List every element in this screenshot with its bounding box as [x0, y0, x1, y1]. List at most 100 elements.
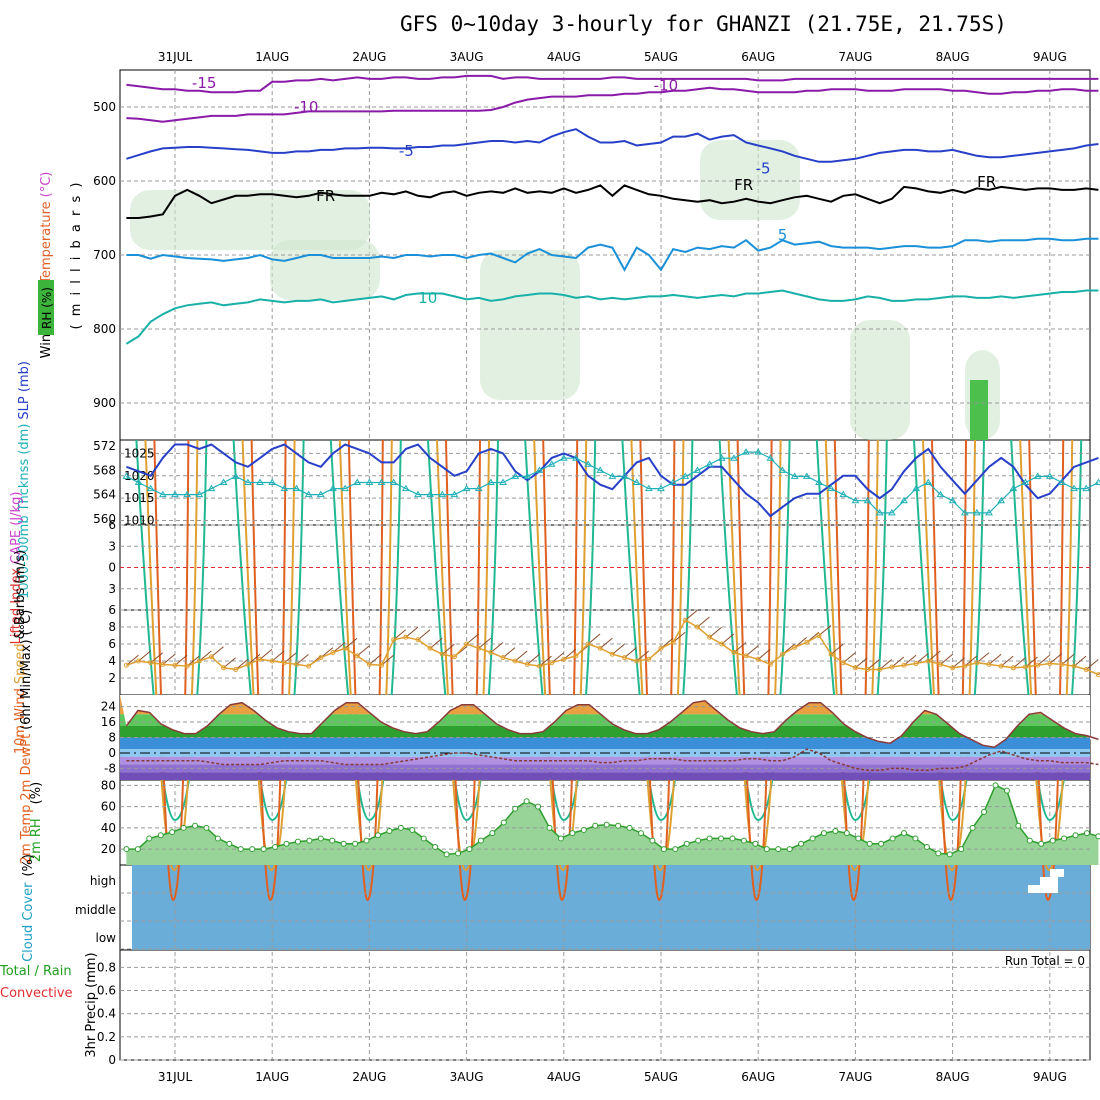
wind-speed-point: [184, 663, 190, 669]
rh-point: [820, 830, 827, 837]
contour-label: FR: [977, 173, 996, 191]
rh-high-blob: [970, 380, 988, 440]
wind-barb: [855, 657, 868, 669]
ylabel-part: 10m Wind: [13, 688, 28, 754]
rh-point: [1061, 835, 1068, 842]
wind-speed-point: [852, 665, 858, 671]
li-tick-label: 6: [108, 603, 116, 617]
wind-barb: [867, 659, 880, 670]
wind-barb: [1025, 656, 1038, 668]
wind-barb: [709, 626, 722, 638]
wind-barb: [441, 643, 455, 655]
thickness-point: [839, 490, 848, 498]
wind-speed-point: [391, 637, 397, 643]
rh-point: [420, 835, 427, 842]
temp-contour-arc: [931, 439, 967, 902]
thickness-point: [717, 454, 726, 461]
thickness-point: [936, 490, 945, 498]
temp-contour-arc: [232, 439, 305, 822]
wind-speed-point: [439, 651, 445, 657]
thickness-point: [596, 466, 605, 473]
thickness-point: [608, 472, 617, 479]
ylabel-part: Speed: [13, 643, 28, 684]
contour-label: -15: [192, 74, 217, 92]
wind-barb: [976, 652, 990, 664]
rh-point: [603, 821, 610, 828]
thickness-point: [450, 490, 459, 498]
thickness-point: [122, 472, 131, 479]
slp-tick-label: 1010: [124, 514, 155, 528]
wind-speed-point: [233, 667, 239, 672]
wind-speed-point: [816, 633, 822, 638]
thickness-point: [438, 490, 447, 498]
wind-barb: [296, 654, 309, 665]
wind-barb: [733, 642, 747, 653]
wind-speed-point: [901, 662, 907, 668]
thickness-point: [620, 472, 629, 479]
wind-speed-point: [634, 658, 640, 664]
li-tick-label: 3: [108, 539, 116, 553]
thickness-point: [244, 478, 252, 485]
rh-point: [866, 840, 873, 847]
thickness-point: [207, 484, 216, 492]
thickness-point: [754, 448, 763, 455]
rh-legend-label: RH (%): [40, 287, 54, 329]
rh-point: [157, 832, 164, 839]
rh-point: [718, 835, 725, 842]
wind-speed-point: [294, 661, 299, 667]
wind-barb: [842, 652, 856, 664]
thickness-point: [802, 472, 811, 479]
ylabel-part: 2m DewPt: [19, 734, 34, 801]
temp-contour-arc: [815, 439, 888, 822]
thickness-point: [219, 478, 228, 485]
ylabel-part: 2m RH: [29, 818, 44, 862]
date-label-top: 31JUL: [158, 50, 193, 64]
wind-speed-point: [342, 645, 348, 651]
temp-contour-arc: [913, 439, 985, 822]
date-label-top: 8AUG: [936, 50, 970, 64]
wind-barb: [612, 643, 625, 655]
thickness-point: [924, 478, 933, 485]
thickness-point: [1082, 484, 1091, 492]
pressure-tick-label: 700: [93, 248, 116, 262]
wind-speed-point: [719, 641, 725, 647]
wind-barb: [830, 643, 844, 655]
thickness-point: [851, 496, 860, 504]
rh-point: [203, 824, 210, 831]
panel-frame-precip: [119, 949, 1091, 1061]
temp-contour-arc: [338, 439, 393, 872]
wind-barb: [405, 626, 419, 638]
ylabel-part: (°C): [19, 610, 34, 636]
wind-barb: [927, 650, 941, 662]
precip-legend-convective: Convective: [0, 986, 73, 1001]
wind-tick-label: 2: [108, 671, 116, 685]
rh-point: [843, 830, 850, 837]
thickness-point: [875, 508, 884, 516]
wind-speed-point: [451, 654, 457, 660]
wind-speed-point: [221, 665, 227, 671]
rh-point: [580, 826, 587, 833]
wind-speed-point: [403, 634, 409, 640]
rh-point: [546, 824, 553, 831]
wind-speed-point: [937, 661, 943, 667]
rh-point: [637, 830, 644, 837]
wind-barb: [1085, 659, 1099, 670]
temp-contour-arc: [639, 439, 676, 902]
wind-speed-point: [682, 617, 688, 623]
thickness-point: [705, 460, 714, 467]
date-label-bottom: 6AUG: [741, 1070, 775, 1084]
rh-point: [786, 846, 793, 853]
thickness-point: [644, 484, 653, 492]
wind-barb: [429, 637, 443, 649]
temp-contour-arc: [445, 439, 481, 902]
rh-point: [672, 846, 679, 853]
wind-speed-point: [646, 656, 652, 662]
date-label-top: 9AUG: [1033, 50, 1067, 64]
wind-speed-point: [573, 653, 579, 659]
temperature-line: [125, 700, 1099, 748]
wind-speed-point: [1010, 665, 1016, 671]
thickness-point: [389, 478, 398, 485]
rh-point: [935, 850, 942, 857]
date-label-bottom: 8AUG: [936, 1070, 970, 1084]
